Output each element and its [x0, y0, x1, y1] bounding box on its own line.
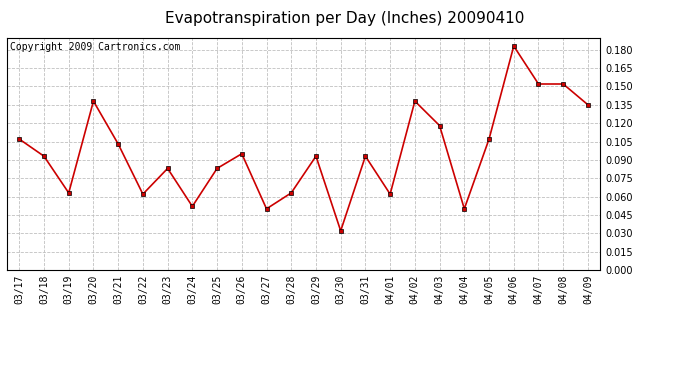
Text: Copyright 2009 Cartronics.com: Copyright 2009 Cartronics.com — [10, 42, 180, 52]
Text: Evapotranspiration per Day (Inches) 20090410: Evapotranspiration per Day (Inches) 2009… — [166, 11, 524, 26]
